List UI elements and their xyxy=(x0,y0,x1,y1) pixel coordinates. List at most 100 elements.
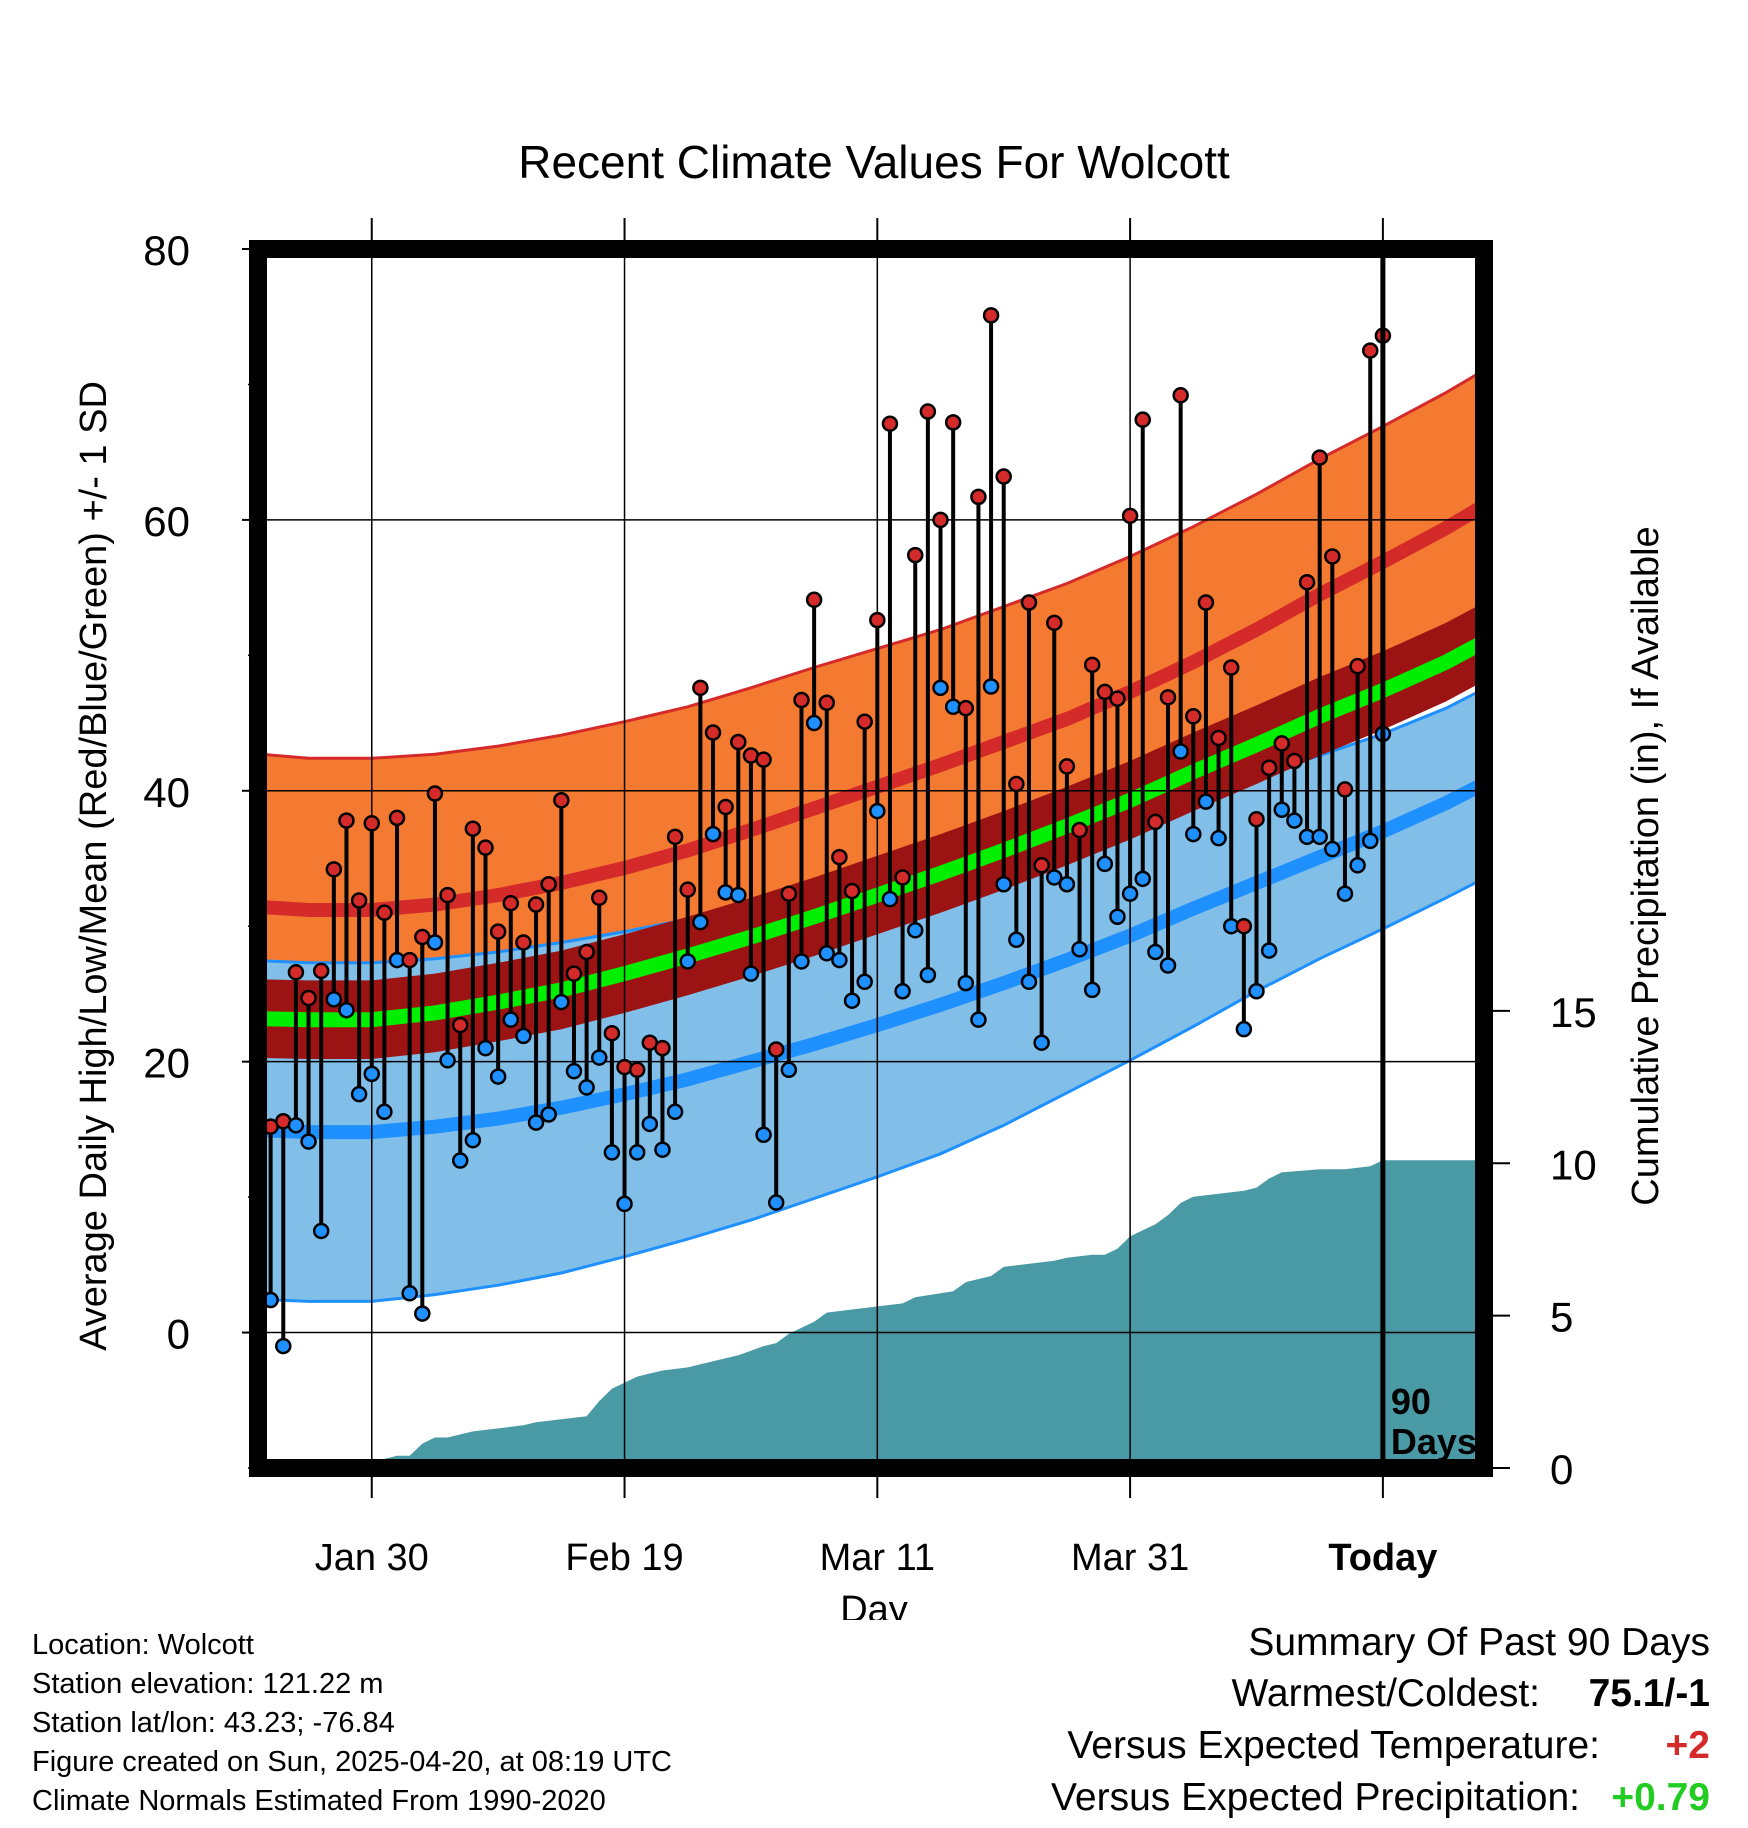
observed-high-point xyxy=(451,1016,469,1034)
observed-low-point xyxy=(1159,957,1177,974)
observed-high-point xyxy=(553,792,570,809)
observed-high-point xyxy=(1235,917,1253,935)
precip-label: Versus Expected Precipitation: xyxy=(1051,1776,1580,1819)
days-label-word: Days xyxy=(1391,1421,1477,1462)
observed-low-point xyxy=(692,913,709,931)
latlon-text: Station lat/lon: 43.23; -76.84 xyxy=(32,1707,395,1739)
observed-low-point xyxy=(1046,869,1063,886)
observed-low-point xyxy=(793,953,810,970)
observed-high-point xyxy=(881,415,899,432)
observed-high-point xyxy=(1058,758,1076,775)
observed-high-point xyxy=(464,820,482,837)
observed-low-point xyxy=(1210,829,1227,847)
observed-low-point xyxy=(995,875,1012,893)
observed-high-point xyxy=(932,511,949,529)
observed-high-point xyxy=(376,904,393,921)
observed-low-point xyxy=(805,714,823,732)
observed-high-point xyxy=(869,611,886,629)
observed-low-point xyxy=(679,953,696,970)
observed-low-point xyxy=(856,973,873,991)
observed-low-point xyxy=(666,1103,684,1121)
observed-low-point xyxy=(881,890,899,908)
observed-high-point xyxy=(717,798,734,816)
observed-low-point xyxy=(1286,812,1303,829)
y-tick-label: 80 xyxy=(143,227,190,274)
observed-high-point xyxy=(1185,708,1202,725)
observed-high-point xyxy=(1083,656,1101,674)
observed-low-point xyxy=(350,1085,368,1103)
observed-high-point xyxy=(1349,657,1366,675)
observed-low-point xyxy=(287,1117,305,1134)
observed-low-point xyxy=(603,1144,621,1161)
y2-tick-label: 5 xyxy=(1550,1294,1573,1341)
observed-high-point xyxy=(350,892,368,909)
observed-low-point xyxy=(1248,982,1265,1000)
observed-high-point xyxy=(515,934,532,951)
observed-low-point xyxy=(275,1337,292,1355)
observed-low-point xyxy=(1008,931,1025,949)
observed-high-point xyxy=(654,1039,671,1057)
y2-axis-label: Cumulative Precipitation (in), If Availa… xyxy=(1625,526,1667,1205)
observed-low-point xyxy=(502,1011,520,1028)
observed-high-point xyxy=(338,812,355,829)
observed-high-point xyxy=(1096,683,1114,701)
observed-low-point xyxy=(1311,828,1328,846)
observed-high-point xyxy=(591,889,608,907)
observed-low-point xyxy=(401,1285,418,1302)
location-text: Location: Wolcott xyxy=(32,1629,254,1661)
x-tick-label: Mar 11 xyxy=(820,1537,935,1579)
observed-high-point xyxy=(1109,690,1126,707)
temp-label: Versus Expected Temperature: xyxy=(1067,1724,1600,1767)
observed-low-point xyxy=(376,1103,393,1121)
observed-high-point xyxy=(843,882,861,900)
observed-high-point xyxy=(1210,729,1227,747)
observed-high-point xyxy=(666,828,684,846)
observed-high-point xyxy=(1260,759,1278,777)
climate-chart: Recent Climate Values For Wolcott 90Days… xyxy=(73,136,1667,1620)
observed-high-point xyxy=(1020,594,1038,611)
y-tick-label: 40 xyxy=(143,769,190,816)
observed-high-point xyxy=(730,733,747,751)
observed-low-point xyxy=(565,1062,583,1080)
observed-high-point xyxy=(818,694,836,711)
observed-low-point xyxy=(527,1114,545,1131)
precip-area xyxy=(258,1160,1484,1468)
observed-high-point xyxy=(1197,594,1215,611)
observed-low-point xyxy=(1020,973,1038,991)
observed-high-point xyxy=(439,886,456,904)
x-tick-label: Today xyxy=(1328,1537,1437,1579)
observed-high-point xyxy=(995,468,1012,485)
observed-low-point xyxy=(1349,857,1366,874)
station-info: Location: Wolcott Station elevation: 121… xyxy=(32,1626,672,1821)
observed-low-point xyxy=(1361,832,1379,850)
observed-high-point xyxy=(982,307,1000,324)
observed-high-point xyxy=(1248,810,1265,828)
observed-low-point xyxy=(1336,885,1354,902)
y-axis-label: Average Daily High/Low/Mean (Red/Blue/Gr… xyxy=(73,381,115,1351)
observed-low-point xyxy=(616,1195,633,1213)
observed-high-point xyxy=(1286,752,1303,770)
observed-low-point xyxy=(919,966,937,984)
summary-panel: Summary Of Past 90 Days Warmest/Coldest:… xyxy=(810,1618,1710,1824)
observed-low-point xyxy=(654,1141,671,1158)
observed-low-point xyxy=(906,922,924,939)
observed-high-point xyxy=(970,488,987,506)
observed-low-point xyxy=(540,1106,557,1123)
observed-low-point xyxy=(843,992,861,1009)
observed-high-point xyxy=(388,809,406,827)
observed-high-point xyxy=(805,591,823,609)
observed-high-point xyxy=(1336,781,1354,798)
observed-low-point xyxy=(300,1133,317,1150)
observed-high-point xyxy=(1071,821,1088,839)
temp-row: Versus Expected Temperature: +2 xyxy=(810,1720,1710,1772)
observed-high-point xyxy=(325,861,343,878)
plot-content xyxy=(258,249,1484,1468)
observed-low-point xyxy=(312,1222,330,1240)
observed-low-point xyxy=(628,1144,646,1161)
observed-low-point xyxy=(1121,885,1139,902)
precip-row: Versus Expected Precipitation: +0.79 xyxy=(810,1772,1710,1824)
observed-high-point xyxy=(919,403,937,420)
precip-value: +0.79 xyxy=(1611,1776,1710,1819)
observed-high-point xyxy=(1298,573,1316,591)
low-sd-band xyxy=(258,688,1484,1302)
